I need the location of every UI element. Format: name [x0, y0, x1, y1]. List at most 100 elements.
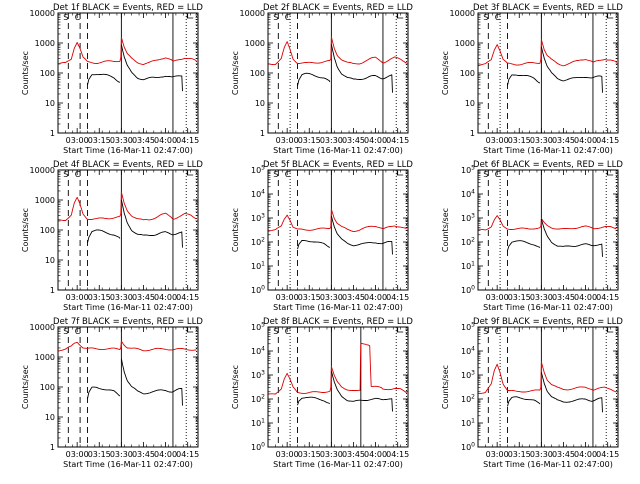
detector-panel-8: Det 8f BLACK = Events, RED = LLD 100 101 10…: [231, 317, 413, 469]
end-marker: [186, 328, 194, 333]
x-tick-label: 03:45: [132, 450, 155, 459]
y-axis-label: Counts/sec: [21, 365, 30, 409]
data-layer: [268, 36, 407, 93]
x-tick-label: 04:00: [574, 450, 597, 459]
lld-series-line: [58, 340, 197, 352]
plot-frame: [477, 326, 619, 448]
y-tick-label: 10: [45, 256, 55, 265]
center-marker: C: [75, 13, 81, 22]
start-marker: S: [63, 170, 68, 179]
y-tick-label: 1000: [35, 39, 55, 48]
x-tick-label: 04:15: [596, 136, 619, 145]
data-layer: [268, 342, 407, 412]
x-tick-label: 03:30: [320, 293, 343, 302]
detector-panel-2: Det 2f BLACK = Events, RED = LLD 1 10 100 10…: [231, 3, 413, 155]
x-tick-label: 04:15: [176, 136, 199, 145]
y-tick-label: 103: [461, 213, 475, 224]
panel-title: Det 3f BLACK = Events, RED = LLD: [473, 3, 623, 13]
panel-title: Det 4f BLACK = Events, RED = LLD: [53, 160, 203, 170]
x-tick-label: 03:45: [552, 293, 575, 302]
center-marker: C: [75, 170, 81, 179]
x-tick-label: 04:15: [176, 293, 199, 302]
events-series-line: [297, 396, 331, 406]
x-tick-label: 03:00: [66, 293, 89, 302]
data-layer: [478, 361, 617, 413]
x-tick-label: 03:30: [110, 450, 133, 459]
x-tick-label: 03:30: [530, 136, 553, 145]
end-marker: [396, 14, 404, 19]
x-axis-label: Start Time (16-Mar-11 02:47:00): [483, 303, 613, 312]
x-tick-label: 03:15: [508, 136, 531, 145]
y-tick-label: 10000: [240, 9, 265, 18]
x-axis-label: Start Time (16-Mar-11 02:47:00): [483, 146, 613, 155]
lld-series-line: [58, 36, 197, 65]
x-tick-label: 03:45: [342, 136, 365, 145]
end-marker: [396, 328, 404, 333]
center-marker: C: [285, 170, 291, 179]
panel-title: Det 5f BLACK = Events, RED = LLD: [263, 160, 413, 170]
y-tick-label: 100: [461, 285, 475, 296]
x-tick-label: 03:30: [530, 293, 553, 302]
x-tick-label: 03:30: [110, 136, 133, 145]
events-series-line: [330, 371, 393, 412]
y-tick-label: 104: [251, 346, 265, 357]
events-series-line: [297, 72, 331, 86]
events-series-line: [120, 358, 183, 406]
x-tick-label: 04:00: [154, 293, 177, 302]
x-tick-label: 04:15: [596, 293, 619, 302]
y-tick-label: 103: [461, 370, 475, 381]
x-tick-label: 03:30: [530, 450, 553, 459]
events-series-line: [87, 229, 121, 243]
center-marker: C: [495, 327, 501, 336]
x-tick-label: 03:00: [66, 450, 89, 459]
start-marker: S: [273, 13, 278, 22]
y-tick-label: 102: [461, 237, 475, 248]
lld-series-line: [478, 39, 617, 67]
y-tick-label: 104: [461, 346, 475, 357]
x-tick-label: 03:45: [132, 293, 155, 302]
data-layer: [58, 191, 197, 248]
y-tick-label: 105: [251, 322, 265, 333]
x-tick-label: 04:00: [574, 293, 597, 302]
x-tick-label: 03:30: [320, 450, 343, 459]
detector-panel-6: Det 6f BLACK = Events, RED = LLD 100 101 10…: [441, 160, 623, 312]
x-tick-label: 04:15: [386, 450, 409, 459]
events-series-line: [87, 386, 121, 399]
y-tick-label: 1: [50, 129, 55, 138]
events-series-line: [330, 215, 393, 255]
x-tick-label: 03:15: [298, 136, 321, 145]
y-tick-label: 100: [40, 383, 55, 392]
x-tick-label: 04:00: [364, 136, 387, 145]
y-tick-label: 10000: [30, 166, 55, 175]
center-marker: C: [285, 13, 291, 22]
plot-frame: [57, 12, 199, 134]
y-axis-label: Counts/sec: [231, 365, 240, 409]
start-marker: S: [273, 170, 278, 179]
end-marker: [606, 14, 614, 19]
events-series-line: [540, 372, 603, 413]
y-tick-label: 100: [40, 69, 55, 78]
x-tick-label: 03:00: [276, 450, 299, 459]
x-tick-label: 04:15: [176, 450, 199, 459]
y-tick-label: 100: [251, 285, 265, 296]
y-tick-label: 1000: [245, 39, 265, 48]
detector-panel-1: Det 1f BLACK = Events, RED = LLD 1 10 100 10…: [21, 3, 203, 155]
detector-panel-9: Det 9f BLACK = Events, RED = LLD 100 101 10…: [441, 317, 623, 469]
start-marker: S: [273, 327, 278, 336]
lld-series-line: [268, 208, 407, 233]
panel-title: Det 7f BLACK = Events, RED = LLD: [53, 317, 203, 327]
events-series-line: [297, 239, 330, 250]
x-tick-label: 03:45: [552, 136, 575, 145]
y-tick-label: 100: [250, 69, 265, 78]
y-tick-label: 103: [251, 213, 265, 224]
data-layer: [58, 36, 197, 92]
y-tick-label: 1: [50, 286, 55, 295]
y-tick-label: 1000: [455, 39, 475, 48]
y-tick-label: 10000: [30, 9, 55, 18]
y-axis-label: Counts/sec: [441, 365, 450, 409]
y-tick-label: 104: [461, 189, 475, 200]
y-tick-label: 100: [460, 69, 475, 78]
plot-frame: [267, 12, 409, 134]
y-axis-label: Counts/sec: [21, 51, 30, 95]
y-tick-label: 100: [40, 226, 55, 235]
